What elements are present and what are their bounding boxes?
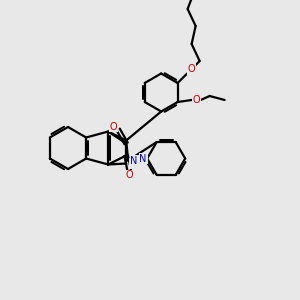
Text: O: O — [193, 95, 200, 105]
Text: O: O — [110, 122, 117, 131]
Text: N: N — [140, 154, 147, 164]
Text: N: N — [130, 155, 138, 166]
Text: O: O — [125, 170, 133, 181]
Text: O: O — [129, 158, 137, 169]
Text: O: O — [188, 64, 196, 74]
